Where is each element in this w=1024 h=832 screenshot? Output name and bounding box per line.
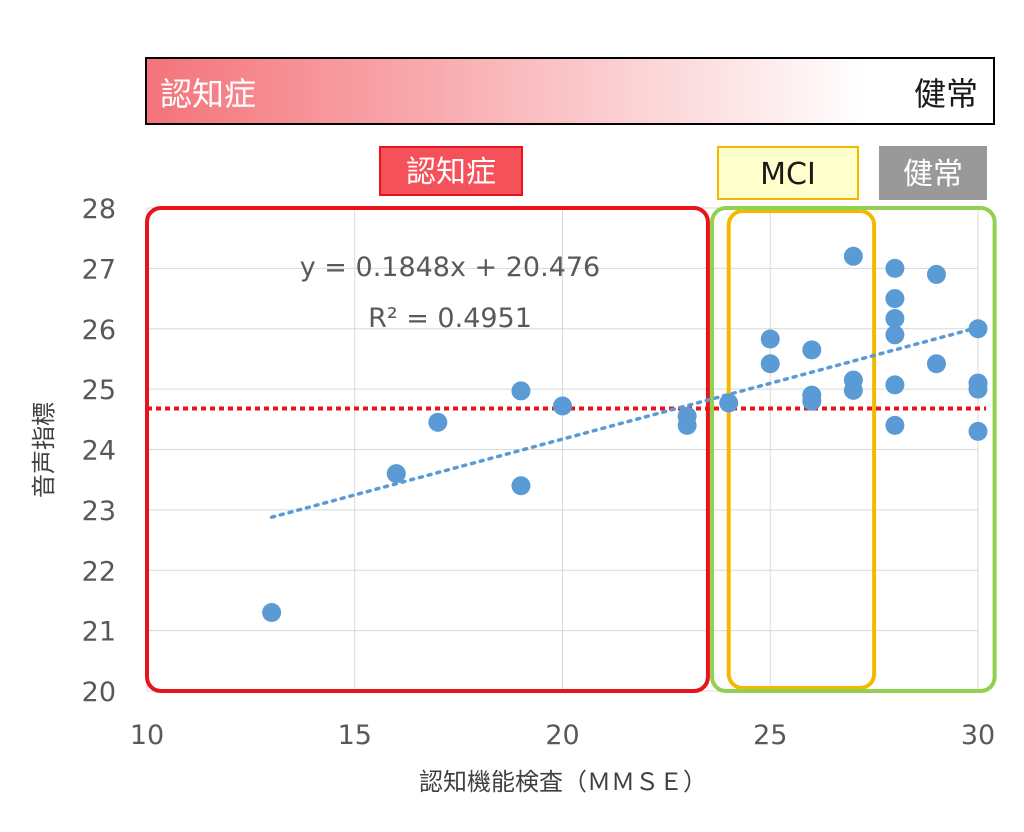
data-point: [885, 375, 905, 395]
y-tick-label: 28: [82, 194, 116, 225]
data-point: [511, 476, 531, 496]
data-point: [677, 415, 697, 435]
scatter-points: [262, 246, 988, 623]
data-point: [428, 412, 448, 432]
data-point: [760, 329, 780, 349]
tick-labels: 20 21 22 23 24 25 26 27 28 10 15 20 25 30: [82, 194, 996, 751]
banner-right-label: 健常: [914, 75, 978, 113]
data-point: [885, 289, 905, 309]
region-boxes: [145, 206, 997, 693]
tag-healthy: 健常: [879, 146, 987, 200]
y-tick-label: 24: [82, 436, 116, 467]
data-point: [802, 340, 822, 360]
data-point: [386, 464, 406, 484]
data-point: [885, 258, 905, 278]
tag-healthy-label: 健常: [903, 157, 963, 192]
data-point: [802, 391, 822, 411]
region-mci: [726, 209, 877, 690]
data-point: [885, 308, 905, 328]
data-point: [262, 603, 282, 623]
region-dementia: [145, 206, 710, 693]
y-tick-label: 23: [82, 496, 116, 527]
data-point: [926, 354, 946, 374]
tag-dementia-label: 認知症: [406, 155, 496, 190]
data-point: [553, 396, 572, 416]
x-tick-label: 25: [753, 720, 787, 751]
y-tick-label: 25: [82, 375, 116, 406]
data-point: [843, 246, 863, 266]
region-healthy: [710, 206, 997, 693]
x-axis-title: 認知機能検査（ＭＭＳＥ）: [419, 768, 707, 796]
tag-dementia: 認知症: [379, 146, 523, 196]
x-tick-label: 20: [545, 720, 579, 751]
trendline-path: [269, 325, 980, 519]
data-point: [968, 319, 988, 339]
data-point: [511, 381, 531, 401]
x-tick-label: 30: [961, 720, 995, 751]
y-tick-label: 27: [82, 254, 116, 285]
tag-mci-label: MCI: [760, 157, 816, 192]
y-tick-label: 22: [82, 556, 116, 587]
trendline: [269, 325, 980, 519]
x-tick-label: 15: [338, 720, 372, 751]
y-tick-label: 26: [82, 315, 116, 346]
banner-left-label: 認知症: [160, 75, 256, 113]
x-tick-label: 10: [130, 720, 164, 751]
data-point: [926, 264, 946, 284]
y-axis-title: 音声指標: [30, 402, 58, 498]
data-point: [719, 393, 739, 413]
data-point: [843, 380, 863, 400]
data-point: [968, 421, 988, 441]
trendline-r-squared: R² = 0.4951: [368, 303, 532, 334]
trendline-equation: y = 0.1848x + 20.476: [300, 252, 600, 283]
data-point: [885, 325, 905, 345]
tag-mci: MCI: [717, 146, 859, 200]
data-point: [968, 379, 988, 399]
data-point: [760, 354, 780, 374]
y-tick-label: 21: [82, 617, 116, 648]
y-tick-label: 20: [82, 677, 116, 708]
severity-banner: 認知症 健常: [145, 57, 995, 125]
data-point: [885, 415, 905, 435]
